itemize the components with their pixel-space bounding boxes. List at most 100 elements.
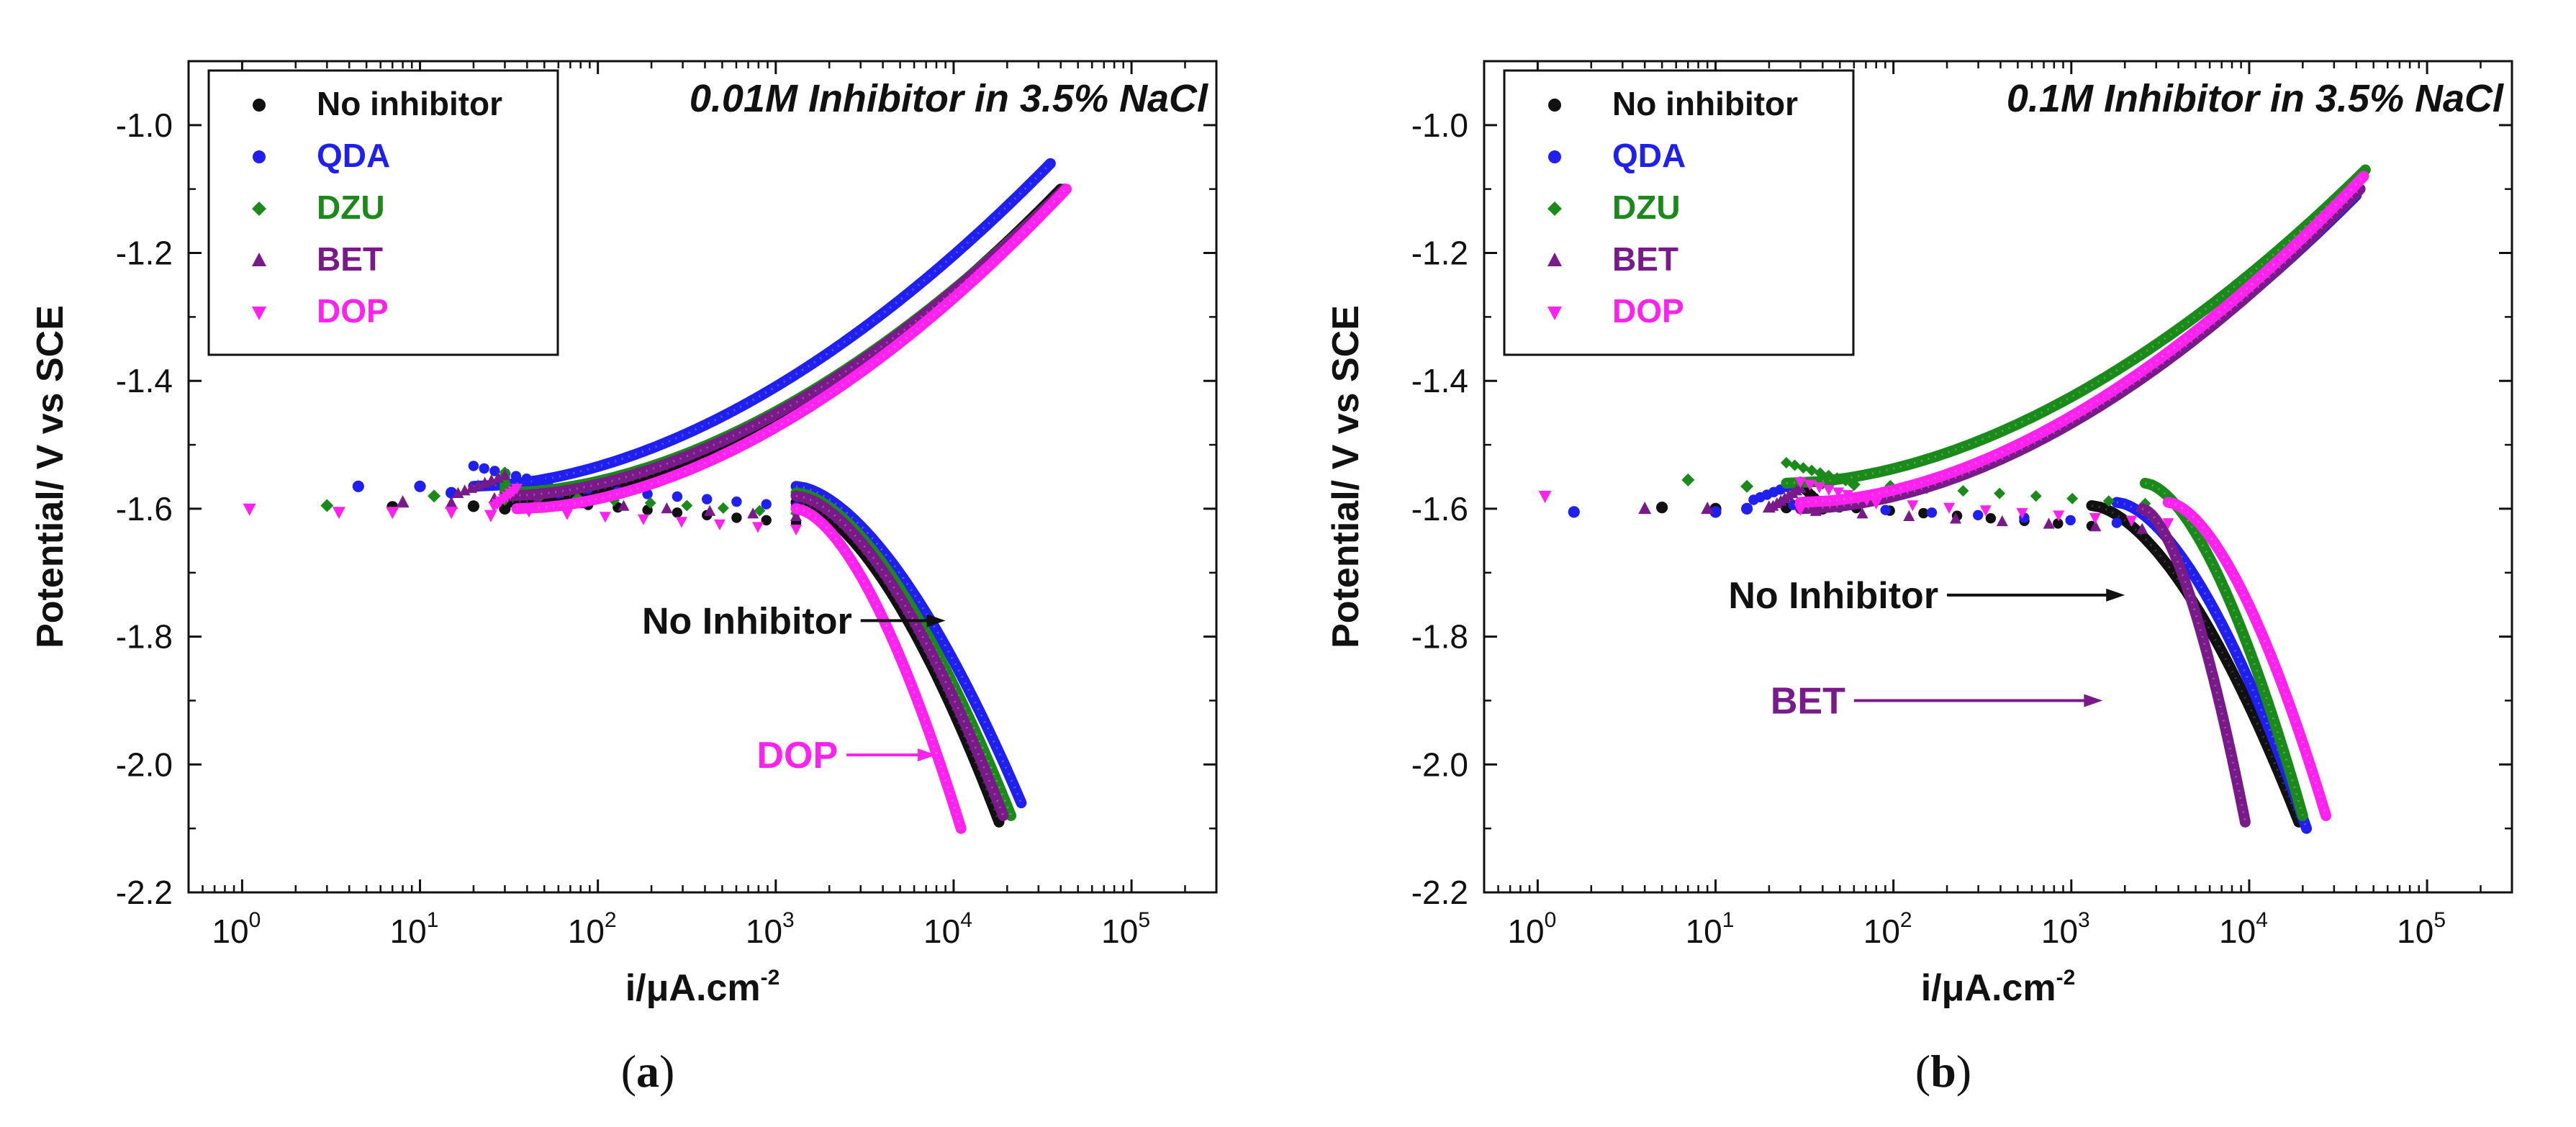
- annotation-arrowhead: [926, 614, 946, 628]
- series-branch-texture: [473, 163, 1052, 488]
- data-point: [1994, 487, 2006, 499]
- panel-label: (b): [1915, 1046, 1971, 1097]
- data-point: [1957, 485, 1969, 497]
- y-axis-label: Potential/ V vs SCE: [30, 305, 71, 648]
- legend-label: DOP: [317, 292, 389, 330]
- series-branch-cathodic: [2136, 503, 2251, 828]
- data-point: [599, 512, 611, 523]
- data-point: [1701, 502, 1714, 515]
- series-branch-texture: [2091, 504, 2300, 823]
- data-point: [428, 489, 441, 503]
- y-tick-label: -1.2: [1411, 235, 1468, 272]
- data-point: [2065, 515, 2076, 526]
- annotation-label: DOP: [756, 735, 838, 777]
- data-point: [523, 507, 535, 518]
- series-branch-texture: [795, 494, 1005, 816]
- data-point: [713, 519, 726, 530]
- data-point: [1869, 497, 1883, 510]
- data-point: [717, 502, 729, 514]
- data-point: [1568, 506, 1580, 518]
- data-point: [681, 499, 693, 512]
- y-tick-label: -1.0: [1411, 107, 1468, 144]
- data-point: [2136, 522, 2148, 534]
- legend-label: No inhibitor: [1612, 85, 1798, 122]
- series-dop: [1538, 171, 2369, 821]
- y-axis-label: Potential/ V vs SCE: [1325, 305, 1367, 648]
- y-tick-label: -2.0: [116, 746, 173, 783]
- x-axis-label: i/μA.cm-2: [625, 966, 780, 1009]
- legend-marker: [1548, 150, 1561, 163]
- series-branch-anodic: [1794, 184, 2366, 511]
- data-point: [510, 471, 522, 481]
- data-point: [731, 496, 742, 507]
- data-point: [761, 499, 772, 510]
- legend-marker: [1547, 202, 1562, 216]
- plot-frame: [187, 60, 1218, 894]
- legend-marker: [1547, 253, 1562, 266]
- data-point: [761, 515, 772, 526]
- data-point: [2016, 507, 2028, 520]
- plot-area: [243, 158, 1072, 834]
- series-branch-texture: [1800, 188, 2362, 510]
- legend-label: BET: [1612, 240, 1678, 278]
- data-point: [747, 507, 759, 519]
- data-point: [752, 522, 764, 533]
- y-tick-label: -1.0: [116, 107, 173, 144]
- data-point: [1907, 500, 1919, 512]
- legend-label: DOP: [1612, 292, 1684, 330]
- y-tick-label: -1.6: [116, 490, 173, 528]
- y-tick-label: -2.2: [1411, 874, 1468, 911]
- x-tick-label: 104: [923, 908, 972, 950]
- data-point: [1814, 467, 1826, 479]
- data-point: [2089, 513, 2101, 525]
- y-tick-label: -2.2: [116, 874, 173, 911]
- data-point: [1973, 510, 1984, 520]
- data-point: [1789, 459, 1801, 471]
- plot-frame: [1483, 60, 2513, 894]
- chart-title: 0.01M Inhibitor in 3.5% NaCl: [690, 77, 1208, 120]
- data-point: [1880, 504, 1891, 515]
- legend-marker: [252, 307, 266, 320]
- legend-label: DZU: [1612, 189, 1681, 226]
- data-point: [499, 469, 511, 481]
- legend-marker: [253, 150, 266, 163]
- y-tick-label: -1.2: [116, 235, 173, 272]
- series-branch-anodic: [511, 184, 1072, 515]
- data-point: [1804, 479, 1816, 491]
- y-tick-label: -2.0: [1411, 746, 1468, 783]
- x-tick-label: 105: [1101, 908, 1150, 950]
- data-point: [1822, 469, 1835, 481]
- series-branch-cathodic: [2162, 497, 2332, 821]
- y-tick-label: -1.4: [116, 362, 173, 399]
- data-point: [2030, 490, 2042, 502]
- x-tick-label: 101: [390, 908, 439, 950]
- data-point: [675, 517, 687, 528]
- panel-a: -1.0 -1.2 -1.4 -1.6 -1.8 -2.0 -2.2 100 101 102 103…: [30, 60, 1218, 1097]
- data-point: [1985, 513, 1997, 524]
- series-branch-anodic: [468, 158, 1056, 492]
- series-branch-texture: [516, 188, 1067, 510]
- series-branch-cathodic: [2086, 500, 2305, 828]
- x-tick-label: 101: [1686, 908, 1735, 950]
- data-point: [561, 509, 573, 520]
- legend-box: [1503, 69, 1855, 356]
- data-point: [1538, 491, 1552, 504]
- legend: No inhibitor QDA DZU BET DOP: [207, 69, 559, 356]
- data-point: [1656, 502, 1668, 514]
- data-point: [2043, 517, 2055, 529]
- series-branch-texture: [1800, 175, 2365, 504]
- data-point: [2053, 518, 2064, 529]
- x-tick-label: 100: [1507, 908, 1556, 950]
- legend-label: DZU: [317, 189, 385, 226]
- series-bet: [1638, 184, 2366, 828]
- data-point: [2089, 520, 2102, 532]
- x-axis-label: i/μA.cm-2: [1921, 966, 2076, 1009]
- data-point: [1851, 492, 1863, 504]
- data-point: [1918, 507, 1929, 519]
- data-point: [1741, 502, 1753, 515]
- data-point: [414, 480, 426, 492]
- legend-marker: [252, 202, 266, 216]
- data-point: [672, 491, 683, 502]
- data-point: [754, 504, 766, 517]
